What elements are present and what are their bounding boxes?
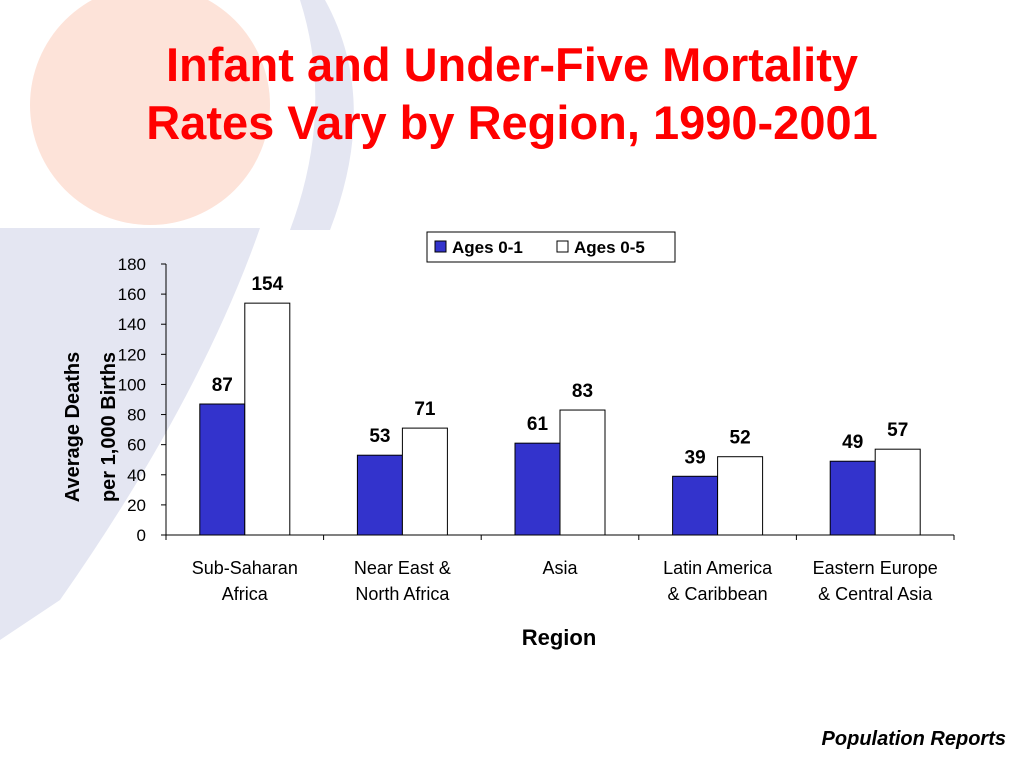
legend-label-ages-0-1: Ages 0-1	[452, 238, 523, 257]
chart-labels: 87 154 Sub-Saharan Africa 53 71 Near East & Nor…	[192, 274, 938, 604]
x-tick-label: Asia	[542, 558, 578, 578]
bar-ages-0-1	[514, 442, 561, 536]
bar-ages-0-1	[199, 403, 246, 536]
data-label: 61	[527, 414, 549, 435]
y-tick-label: 160	[118, 285, 146, 304]
data-label: 39	[685, 447, 706, 468]
x-tick-label: Sub-Saharan	[192, 558, 298, 578]
y-axis-title: Average Deaths per 1,000 Births	[62, 352, 120, 502]
data-label: 83	[572, 381, 593, 402]
legend: Ages 0-1 Ages 0-5	[426, 231, 676, 263]
x-tick-label: Eastern Europe	[813, 558, 938, 578]
x-tick-label: Near East &	[354, 558, 451, 578]
bar-ages-0-1	[672, 475, 719, 536]
data-label: 49	[842, 432, 863, 453]
legend-swatch-ages-0-5	[556, 240, 569, 253]
title-line-1: Infant and Under-Five Mortality	[166, 38, 858, 91]
bar-ages-0-5	[559, 409, 606, 536]
page-title: Infant and Under-Five Mortality Rates Va…	[20, 36, 1004, 152]
bar-ages-0-5	[244, 302, 291, 536]
data-label: 52	[730, 428, 751, 449]
y-tick-label: 40	[127, 466, 146, 485]
y-axis-title-line-1: Average Deaths	[62, 352, 84, 502]
bar-ages-0-5	[401, 427, 448, 536]
data-label: 87	[212, 375, 233, 396]
x-tick-label: Latin America	[663, 558, 773, 578]
y-tick-label: 60	[127, 436, 146, 455]
x-axis-title: Region	[522, 625, 597, 650]
y-tick-label: 100	[118, 375, 146, 394]
y-tick-label: 20	[127, 496, 146, 515]
x-tick-label: & Caribbean	[668, 584, 768, 604]
title-line-2: Rates Vary by Region, 1990-2001	[146, 96, 878, 149]
y-tick-label: 140	[118, 315, 146, 334]
bar-ages-0-1	[829, 460, 876, 536]
source-credit: Population Reports	[821, 728, 1006, 750]
x-tick-label: North Africa	[355, 584, 450, 604]
decor-swoosh-top	[290, 0, 354, 230]
legend-swatch-ages-0-1	[434, 240, 447, 253]
bar-ages-0-5	[717, 456, 764, 536]
decor-swoosh-left	[0, 228, 260, 640]
y-tick-label: 120	[118, 345, 146, 364]
x-tick-label: & Central Asia	[818, 584, 933, 604]
legend-box	[426, 231, 676, 263]
x-tick-label: Africa	[222, 584, 269, 604]
bar-ages-0-1	[356, 454, 403, 536]
legend-label-ages-0-5: Ages 0-5	[574, 238, 645, 257]
data-label: 53	[369, 426, 390, 447]
y-axis-title-line-2: per 1,000 Births	[98, 352, 120, 502]
y-tick-label: 0	[137, 526, 146, 545]
data-label: 154	[251, 274, 283, 295]
bar-ages-0-5	[874, 448, 921, 536]
chart-axes: 0 20 40 60 80 100 120 140 160 180	[118, 255, 955, 545]
decor-circle	[30, 0, 270, 225]
data-label: 57	[887, 420, 908, 441]
y-tick-label: 180	[118, 255, 146, 274]
data-label: 71	[414, 399, 436, 420]
y-tick-label: 80	[127, 406, 146, 425]
chart-bars	[199, 302, 921, 536]
